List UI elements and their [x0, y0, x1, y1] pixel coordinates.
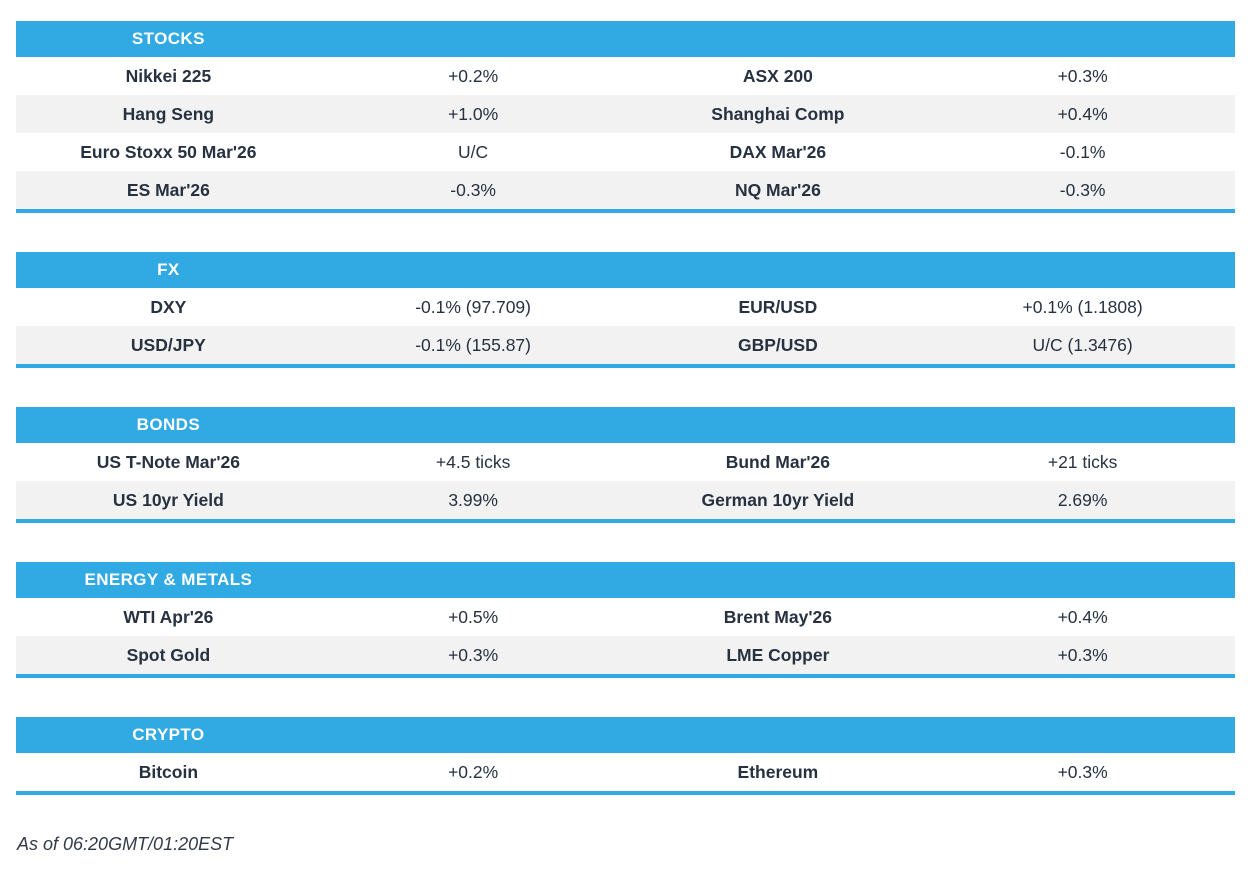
section-title: STOCKS — [131, 29, 205, 48]
instrument-label: Bitcoin — [138, 761, 199, 782]
table-row: Bitcoin +0.2% Ethereum +0.3% — [16, 753, 1235, 791]
section-header-fx: FX — [16, 252, 1235, 288]
section-crypto: CRYPTO Bitcoin +0.2% Ethereum +0.3% — [16, 717, 1235, 795]
instrument-label: EUR/USD — [738, 296, 818, 317]
table-row: USD/JPY -0.1% (155.87) GBP/USD U/C (1.34… — [16, 326, 1235, 364]
instrument-value: -0.1% (97.709) — [415, 296, 531, 317]
section-title: ENERGY & METALS — [84, 570, 253, 589]
timestamp: As of 06:20GMT/01:20EST — [17, 834, 234, 854]
instrument-value: 3.99% — [448, 489, 498, 510]
instrument-value: +0.4% — [1057, 606, 1108, 627]
table-row: Hang Seng +1.0% Shanghai Comp +0.4% — [16, 95, 1235, 133]
section-header-energy-metals: ENERGY & METALS — [16, 562, 1235, 598]
instrument-value: -0.1% (155.87) — [415, 334, 531, 355]
instrument-label: DXY — [150, 296, 187, 317]
instrument-label: Spot Gold — [126, 644, 211, 665]
instrument-value: +0.2% — [448, 65, 499, 86]
instrument-label: ES Mar'26 — [126, 179, 210, 200]
section-title: CRYPTO — [132, 725, 205, 744]
table-row: Euro Stoxx 50 Mar'26 U/C DAX Mar'26 -0.1… — [16, 133, 1235, 171]
section-header-crypto: CRYPTO — [16, 717, 1235, 753]
section-title: BONDS — [136, 415, 201, 434]
instrument-value: U/C (1.3476) — [1032, 334, 1133, 355]
instrument-value: +1.0% — [448, 103, 499, 124]
instrument-value: U/C — [458, 141, 489, 162]
instrument-value: +0.5% — [448, 606, 499, 627]
section-stocks: STOCKS Nikkei 225 +0.2% ASX 200 +0.3% Ha… — [16, 21, 1235, 213]
instrument-label: ASX 200 — [742, 65, 813, 86]
instrument-value: +0.4% — [1057, 103, 1108, 124]
table-row: WTI Apr'26 +0.5% Brent May'26 +0.4% — [16, 598, 1235, 636]
instrument-value: +0.3% — [448, 644, 499, 665]
table-row: Nikkei 225 +0.2% ASX 200 +0.3% — [16, 57, 1235, 95]
section-fx: FX DXY -0.1% (97.709) EUR/USD +0.1% (1.1… — [16, 252, 1235, 368]
instrument-label: US T-Note Mar'26 — [96, 451, 240, 472]
table-row: ES Mar'26 -0.3% NQ Mar'26 -0.3% — [16, 171, 1235, 209]
instrument-label: WTI Apr'26 — [123, 606, 214, 627]
section-energy-metals: ENERGY & METALS WTI Apr'26 +0.5% Brent M… — [16, 562, 1235, 678]
instrument-label: Hang Seng — [122, 103, 215, 124]
instrument-value: +4.5 ticks — [435, 451, 511, 472]
instrument-value: -0.3% — [450, 179, 496, 200]
instrument-label: LME Copper — [726, 644, 830, 665]
table-row: Spot Gold +0.3% LME Copper +0.3% — [16, 636, 1235, 674]
section-bonds: BONDS US T-Note Mar'26 +4.5 ticks Bund M… — [16, 407, 1235, 523]
instrument-label: NQ Mar'26 — [734, 179, 821, 200]
instrument-label: USD/JPY — [130, 334, 206, 355]
instrument-value: +21 ticks — [1047, 451, 1118, 472]
instrument-value: -0.1% — [1059, 141, 1106, 162]
section-header-stocks: STOCKS — [16, 21, 1235, 57]
instrument-value: 2.69% — [1057, 489, 1108, 510]
instrument-label: Ethereum — [737, 761, 819, 782]
table-row: US T-Note Mar'26 +4.5 ticks Bund Mar'26 … — [16, 443, 1235, 481]
instrument-label: Nikkei 225 — [125, 65, 212, 86]
instrument-label: Euro Stoxx 50 Mar'26 — [80, 141, 257, 162]
instrument-label: GBP/USD — [738, 334, 818, 355]
instrument-label: US 10yr Yield — [112, 489, 224, 510]
section-header-bonds: BONDS — [16, 407, 1235, 443]
instrument-value: +0.3% — [1057, 761, 1108, 782]
instrument-label: Shanghai Comp — [711, 103, 845, 124]
instrument-value: -0.3% — [1059, 179, 1106, 200]
instrument-value: +0.1% (1.1808) — [1022, 296, 1143, 317]
table-row: US 10yr Yield 3.99% German 10yr Yield 2.… — [16, 481, 1235, 519]
section-title: FX — [157, 260, 180, 279]
instrument-value: +0.3% — [1057, 65, 1108, 86]
instrument-label: Bund Mar'26 — [725, 451, 831, 472]
instrument-value: +0.2% — [448, 761, 499, 782]
instrument-label: Brent May'26 — [723, 606, 832, 627]
table-row: DXY -0.1% (97.709) EUR/USD +0.1% (1.1808… — [16, 288, 1235, 326]
instrument-label: DAX Mar'26 — [729, 141, 827, 162]
instrument-value: +0.3% — [1057, 644, 1108, 665]
instrument-label: German 10yr Yield — [701, 489, 855, 510]
